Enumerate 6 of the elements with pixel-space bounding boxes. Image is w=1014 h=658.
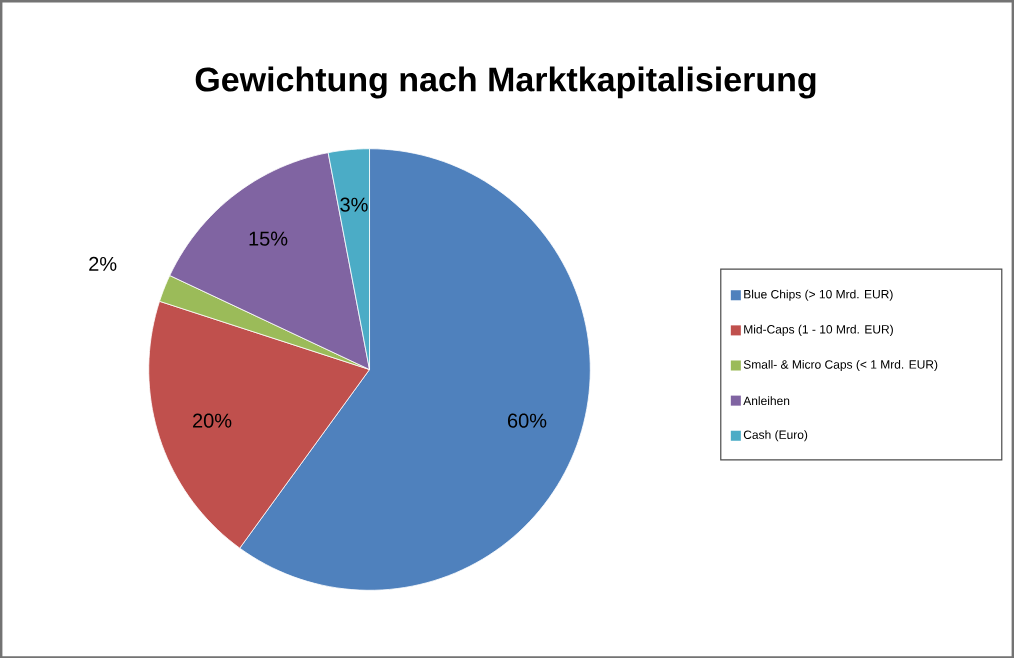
data-label: 20% bbox=[193, 413, 232, 428]
chart-title: Gewichtung nach Marktkapitalisierung bbox=[195, 66, 816, 99]
data-label: 15% bbox=[249, 231, 288, 246]
data-label: 2% bbox=[89, 256, 117, 271]
data-label: 60% bbox=[507, 413, 547, 428]
data-label: 3% bbox=[340, 197, 368, 212]
